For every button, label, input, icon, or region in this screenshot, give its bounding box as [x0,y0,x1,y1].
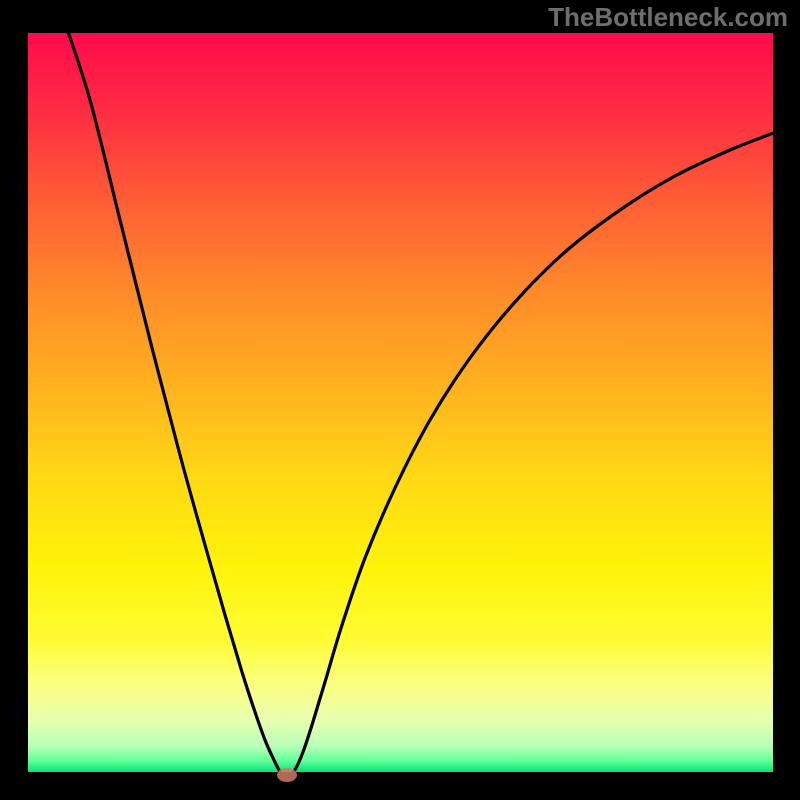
chart-root: TheBottleneck.com [0,0,800,800]
curve-layer [0,0,800,800]
bottleneck-curve-left [64,20,283,775]
bottleneck-curve-right [291,132,776,775]
watermark-text: TheBottleneck.com [548,2,788,33]
valley-marker [277,768,297,782]
